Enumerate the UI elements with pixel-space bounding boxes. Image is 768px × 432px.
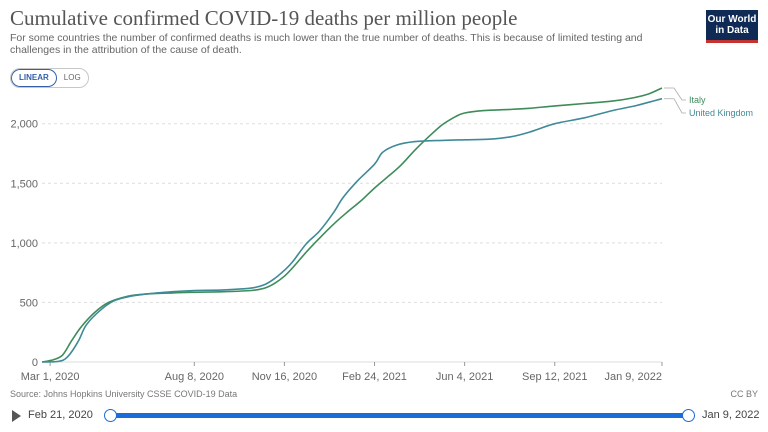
timeline-end-handle[interactable] [682, 409, 695, 422]
y-tick-label: 500 [20, 297, 38, 309]
legend-connector [664, 87, 686, 101]
chart-subtitle: For some countries the number of confirm… [10, 32, 643, 56]
y-tick-label: 1,000 [10, 238, 38, 250]
logo-accent-bar [706, 40, 758, 43]
timeline-end-label: Jan 9, 2022 [702, 409, 760, 421]
timeline-start-handle[interactable] [104, 409, 117, 422]
timeline-start-label: Feb 21, 2020 [28, 409, 93, 421]
legend-connector [664, 98, 686, 114]
timeline-track[interactable] [110, 413, 688, 418]
owid-logo[interactable]: Our World in Data [706, 10, 758, 40]
x-tick-label: Feb 24, 2021 [342, 371, 407, 383]
x-tick-label: Nov 16, 2020 [252, 371, 317, 383]
logo-line-1: Our World [707, 14, 757, 25]
x-tick-label: Sep 12, 2021 [522, 371, 587, 383]
y-tick-label: 1,500 [10, 178, 38, 190]
y-tick-label: 0 [32, 357, 38, 369]
y-tick-label: 2,000 [10, 119, 38, 131]
series-line-italy [41, 87, 663, 363]
linear-scale-button[interactable]: LINEAR [11, 69, 57, 87]
series-label-italy: Italy [689, 95, 706, 105]
logo-line-2: in Data [715, 25, 749, 36]
x-tick-label: Jan 9, 2022 [605, 371, 663, 383]
play-icon[interactable] [12, 410, 21, 422]
series-label-united-kingdom: United Kingdom [689, 108, 753, 118]
source-note[interactable]: Source: Johns Hopkins University CSSE CO… [10, 389, 238, 399]
timeline-control: Feb 21, 2020 Jan 9, 2022 [0, 404, 768, 428]
scale-toggle: LINEAR LOG [10, 68, 89, 88]
series-line-united-kingdom [41, 97, 663, 363]
log-scale-button[interactable]: LOG [63, 73, 81, 82]
chart-title: Cumulative confirmed COVID-19 deaths per… [10, 6, 518, 30]
x-tick-label: Jun 4, 2021 [436, 371, 494, 383]
x-tick-label: Aug 8, 2020 [165, 371, 224, 383]
license-label[interactable]: CC BY [730, 389, 758, 399]
x-tick-label: Mar 1, 2020 [21, 371, 80, 383]
